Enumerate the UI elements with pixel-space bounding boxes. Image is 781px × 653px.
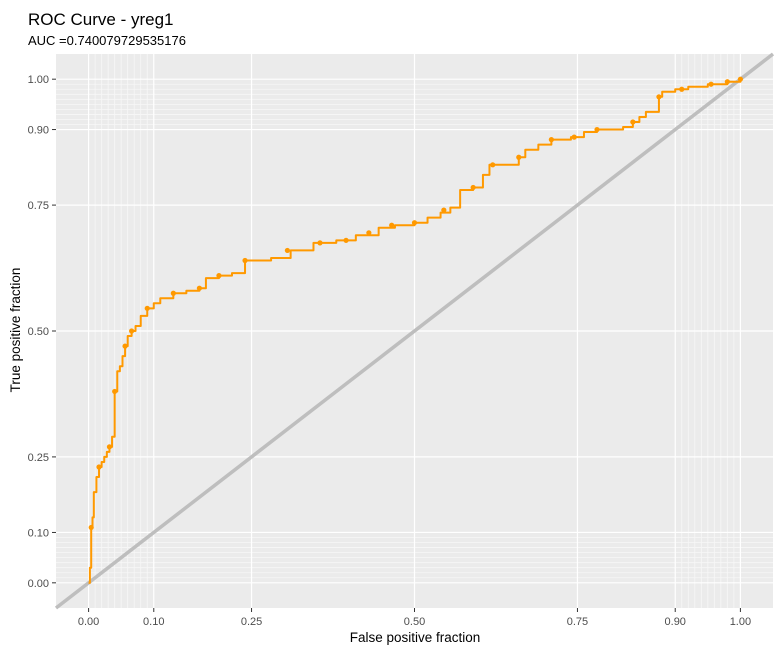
x-tick-label: 0.90 [665,616,686,628]
roc-curve-point [441,207,447,213]
y-tick-label: 0.50 [28,326,49,338]
x-tick-label: 1.00 [730,616,751,628]
chart-subtitle: AUC =0.740079729535176 [28,33,186,48]
x-tick-label: 0.75 [567,616,588,628]
roc-curve-point [548,137,554,143]
roc-curve-point [724,79,730,85]
roc-curve-point [571,134,577,140]
reference-diagonal-line [54,52,775,610]
roc-curve-point [737,76,744,82]
roc-curve-point [594,126,600,133]
roc-curve-point [122,343,128,349]
roc-curve-point [216,273,222,279]
roc-curve-line [88,79,742,584]
roc-curve-point [196,285,202,291]
roc-curve-point [470,184,476,191]
x-tick-label: 0.25 [241,616,262,628]
roc-curve-point [96,464,102,470]
roc-curve-point [630,119,636,125]
roc-curve-point [411,220,418,226]
roc-curve-point [112,388,118,395]
roc-curve-point [284,247,290,254]
roc-curve-point [129,328,135,334]
roc-curve-point [317,240,323,246]
roc-curve-point [389,222,395,228]
y-tick-label: 0.00 [28,578,49,590]
roc-curve-point [144,305,150,311]
roc-curve-point [170,290,176,296]
y-tick-label: 0.90 [28,125,49,137]
x-axis-title: False positive fraction [350,630,481,645]
plot-area: 0.00 0.10 0.25 0.50 0.75 0.90 1.00 0.00 0.10 0.25… [28,52,775,628]
roc-curve-point [343,237,349,243]
roc-curve-point [88,524,94,531]
y-tick-label: 0.75 [28,200,49,212]
roc-curve-point [242,257,248,264]
roc-curve-point [679,86,685,92]
roc-curve-point [708,81,714,87]
chart-title: ROC Curve - yreg1 [28,10,173,29]
x-tick-label: 0.10 [143,616,164,628]
roc-curve-point [366,230,372,236]
y-tick-label: 1.00 [28,74,49,86]
y-tick-label: 0.25 [28,452,49,464]
x-tick-label: 0.50 [404,616,425,628]
roc-curve-point [106,444,113,450]
y-axis-title: True positive fraction [8,268,23,393]
roc-curve-point [656,94,662,100]
roc-curve-point [516,154,522,160]
y-tick-label: 0.10 [28,527,49,539]
x-tick-label: 0.00 [78,616,99,628]
roc-curve-point [490,162,496,168]
